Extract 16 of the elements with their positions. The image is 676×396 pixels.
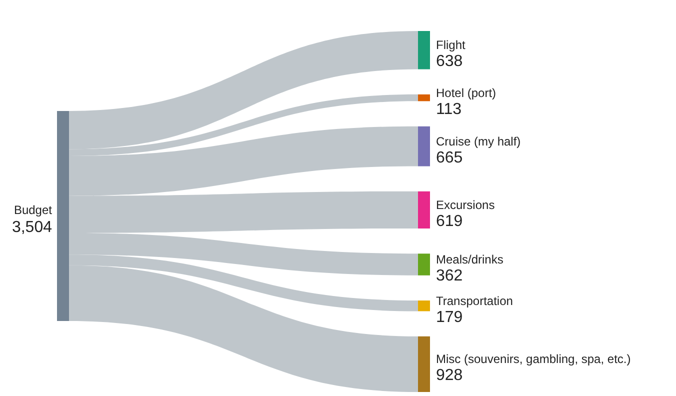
data-label: 3,504 [12,219,52,236]
category-label: Meals/drinks [436,252,504,266]
data-label: 619 [436,212,463,230]
category-label: Flight [436,38,466,52]
category-label: Budget [14,203,53,217]
data-label: 665 [436,149,463,166]
data-label: 179 [436,308,463,326]
data-label: 113 [436,100,462,118]
category-label: Cruise (my half) [436,134,521,148]
data-label: 362 [436,267,463,284]
category-label: Excursions [436,198,495,212]
category-label: Transportation [436,294,513,308]
data-label: 638 [436,53,463,70]
category-label: Misc (souvenirs, gambling, spa, etc.) [436,352,631,366]
data-label: 928 [436,367,463,384]
category-label: Hotel (port) [436,86,496,100]
